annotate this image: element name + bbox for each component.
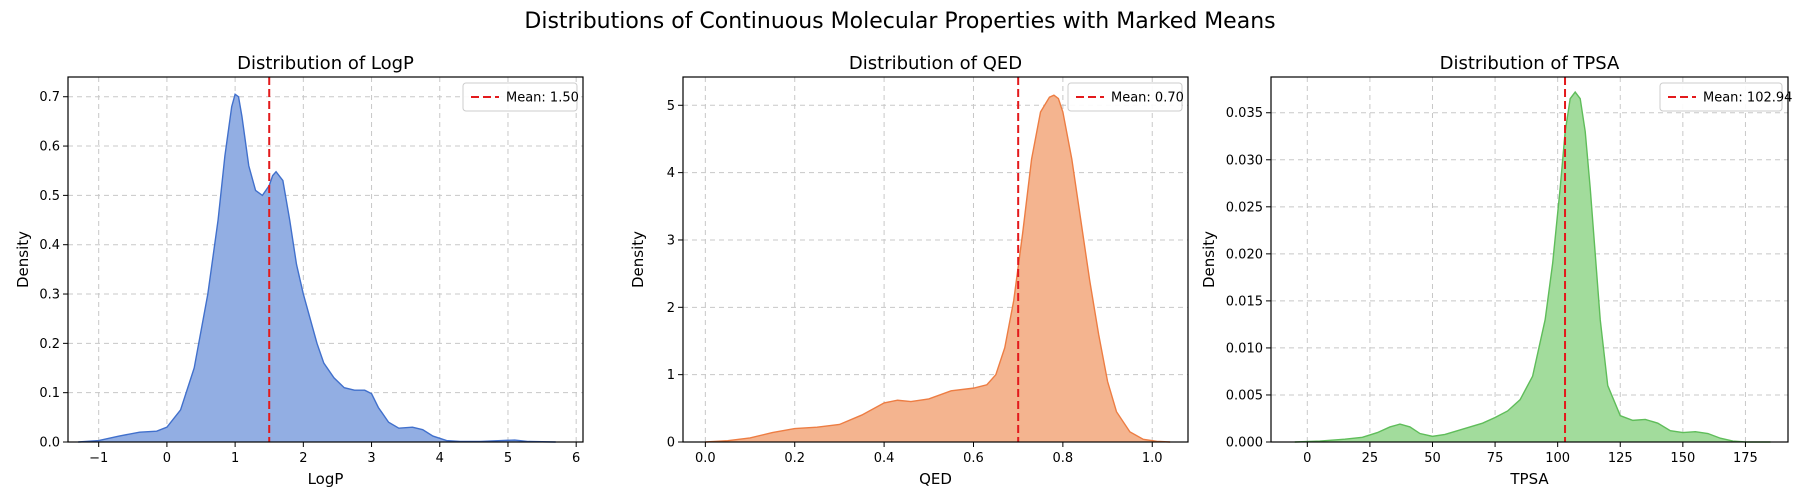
y-tick-label: 0.000 xyxy=(1226,436,1263,451)
x-tick-label: 0.2 xyxy=(784,451,805,466)
x-tick-label: 100 xyxy=(1545,451,1570,466)
density-line xyxy=(78,93,556,443)
y-tick-label: 0.1 xyxy=(39,386,60,401)
y-axis-label: Density xyxy=(629,231,647,288)
y-tick-label: 1 xyxy=(667,368,675,383)
y-tick-label: 0.3 xyxy=(39,288,60,303)
legend-label: Mean: 0.70 xyxy=(1111,91,1184,106)
legend-label: Mean: 102.94 xyxy=(1703,91,1792,106)
legend-box xyxy=(1659,82,1783,112)
density-line xyxy=(1294,90,1771,443)
legend-box xyxy=(1067,82,1183,112)
plot-frame xyxy=(67,76,584,443)
x-tick-label: 4 xyxy=(436,451,444,466)
legend-box xyxy=(462,82,578,112)
y-tick-label: 0.6 xyxy=(39,140,60,155)
x-tick-label: 50 xyxy=(1424,451,1441,466)
plot-frame xyxy=(1270,76,1789,443)
y-tick-label: 3 xyxy=(667,233,675,248)
density-area xyxy=(705,95,1171,443)
x-tick-label: 75 xyxy=(1487,451,1504,466)
y-tick-label: 2 xyxy=(667,301,675,316)
x-tick-label: 1.0 xyxy=(1142,451,1163,466)
x-axis-label: QED xyxy=(919,470,952,488)
y-tick-label: 0.010 xyxy=(1226,341,1263,356)
y-axis-label: Density xyxy=(14,231,32,288)
x-tick-label: 0.8 xyxy=(1053,451,1074,466)
density-line xyxy=(705,94,1171,443)
subplot-title: Distribution of LogP xyxy=(237,53,414,74)
x-tick-label: 150 xyxy=(1670,451,1695,466)
y-tick-label: 0.035 xyxy=(1226,106,1263,121)
y-tick-label: 0.0 xyxy=(39,436,60,451)
x-axis-label: LogP xyxy=(308,470,344,488)
y-tick-label: 0.7 xyxy=(39,90,60,105)
y-tick-label: 0 xyxy=(667,436,675,451)
x-tick-label: 0.4 xyxy=(874,451,895,466)
legend: Mean: 102.94 xyxy=(1659,82,1792,112)
x-tick-label: 25 xyxy=(1362,451,1379,466)
x-tick-label: 1 xyxy=(231,451,239,466)
y-tick-label: 0.4 xyxy=(39,238,60,253)
x-tick-label: 6 xyxy=(572,451,580,466)
y-tick-label: 4 xyxy=(667,166,675,181)
x-tick-label: −1 xyxy=(89,451,108,466)
subplot-2: 0.0 0.2 0.4 0.6 0.8 1.0 0 1 2 3 4 5 Distribution of … xyxy=(629,53,1189,488)
y-tick-label: 0.015 xyxy=(1226,294,1263,309)
y-tick-label: 5 xyxy=(667,99,675,114)
x-tick-label: 2 xyxy=(299,451,307,466)
x-tick-label: 5 xyxy=(504,451,512,466)
y-tick-label: 0.020 xyxy=(1226,247,1263,262)
y-tick-label: 0.5 xyxy=(39,189,60,204)
legend-label: Mean: 1.50 xyxy=(506,91,579,106)
subplot-1: −1 0 1 2 3 4 5 6 0.0 0.1 0.2 0.3 0.4 0.5 0.6 0.7 Distrib… xyxy=(14,53,584,488)
density-area xyxy=(1294,92,1771,443)
x-tick-label: 3 xyxy=(367,451,375,466)
y-axis-label: Density xyxy=(1200,231,1218,288)
x-tick-label: 0 xyxy=(163,451,171,466)
x-tick-label: 0.0 xyxy=(695,451,716,466)
density-area xyxy=(78,94,556,442)
x-tick-label: 125 xyxy=(1608,451,1633,466)
subplot-title: Distribution of TPSA xyxy=(1440,53,1620,74)
x-axis-label: TPSA xyxy=(1509,470,1549,488)
y-tick-label: 0.030 xyxy=(1226,153,1263,168)
legend: Mean: 1.50 xyxy=(462,82,579,112)
legend: Mean: 0.70 xyxy=(1067,82,1184,112)
y-tick-label: 0.2 xyxy=(39,337,60,352)
plot-frame xyxy=(682,76,1189,443)
x-tick-label: 0 xyxy=(1303,451,1311,466)
subplot-title: Distribution of QED xyxy=(849,53,1022,74)
y-tick-label: 0.025 xyxy=(1226,200,1263,215)
figure-title: Distributions of Continuous Molecular Pr… xyxy=(524,9,1275,34)
x-tick-label: 0.6 xyxy=(963,451,984,466)
x-tick-label: 175 xyxy=(1733,451,1758,466)
subplot-3: 0 25 50 75 100 125 150 175 0.000 0.005 0.010 0.015 0… xyxy=(1200,53,1792,488)
y-tick-label: 0.005 xyxy=(1226,388,1263,403)
